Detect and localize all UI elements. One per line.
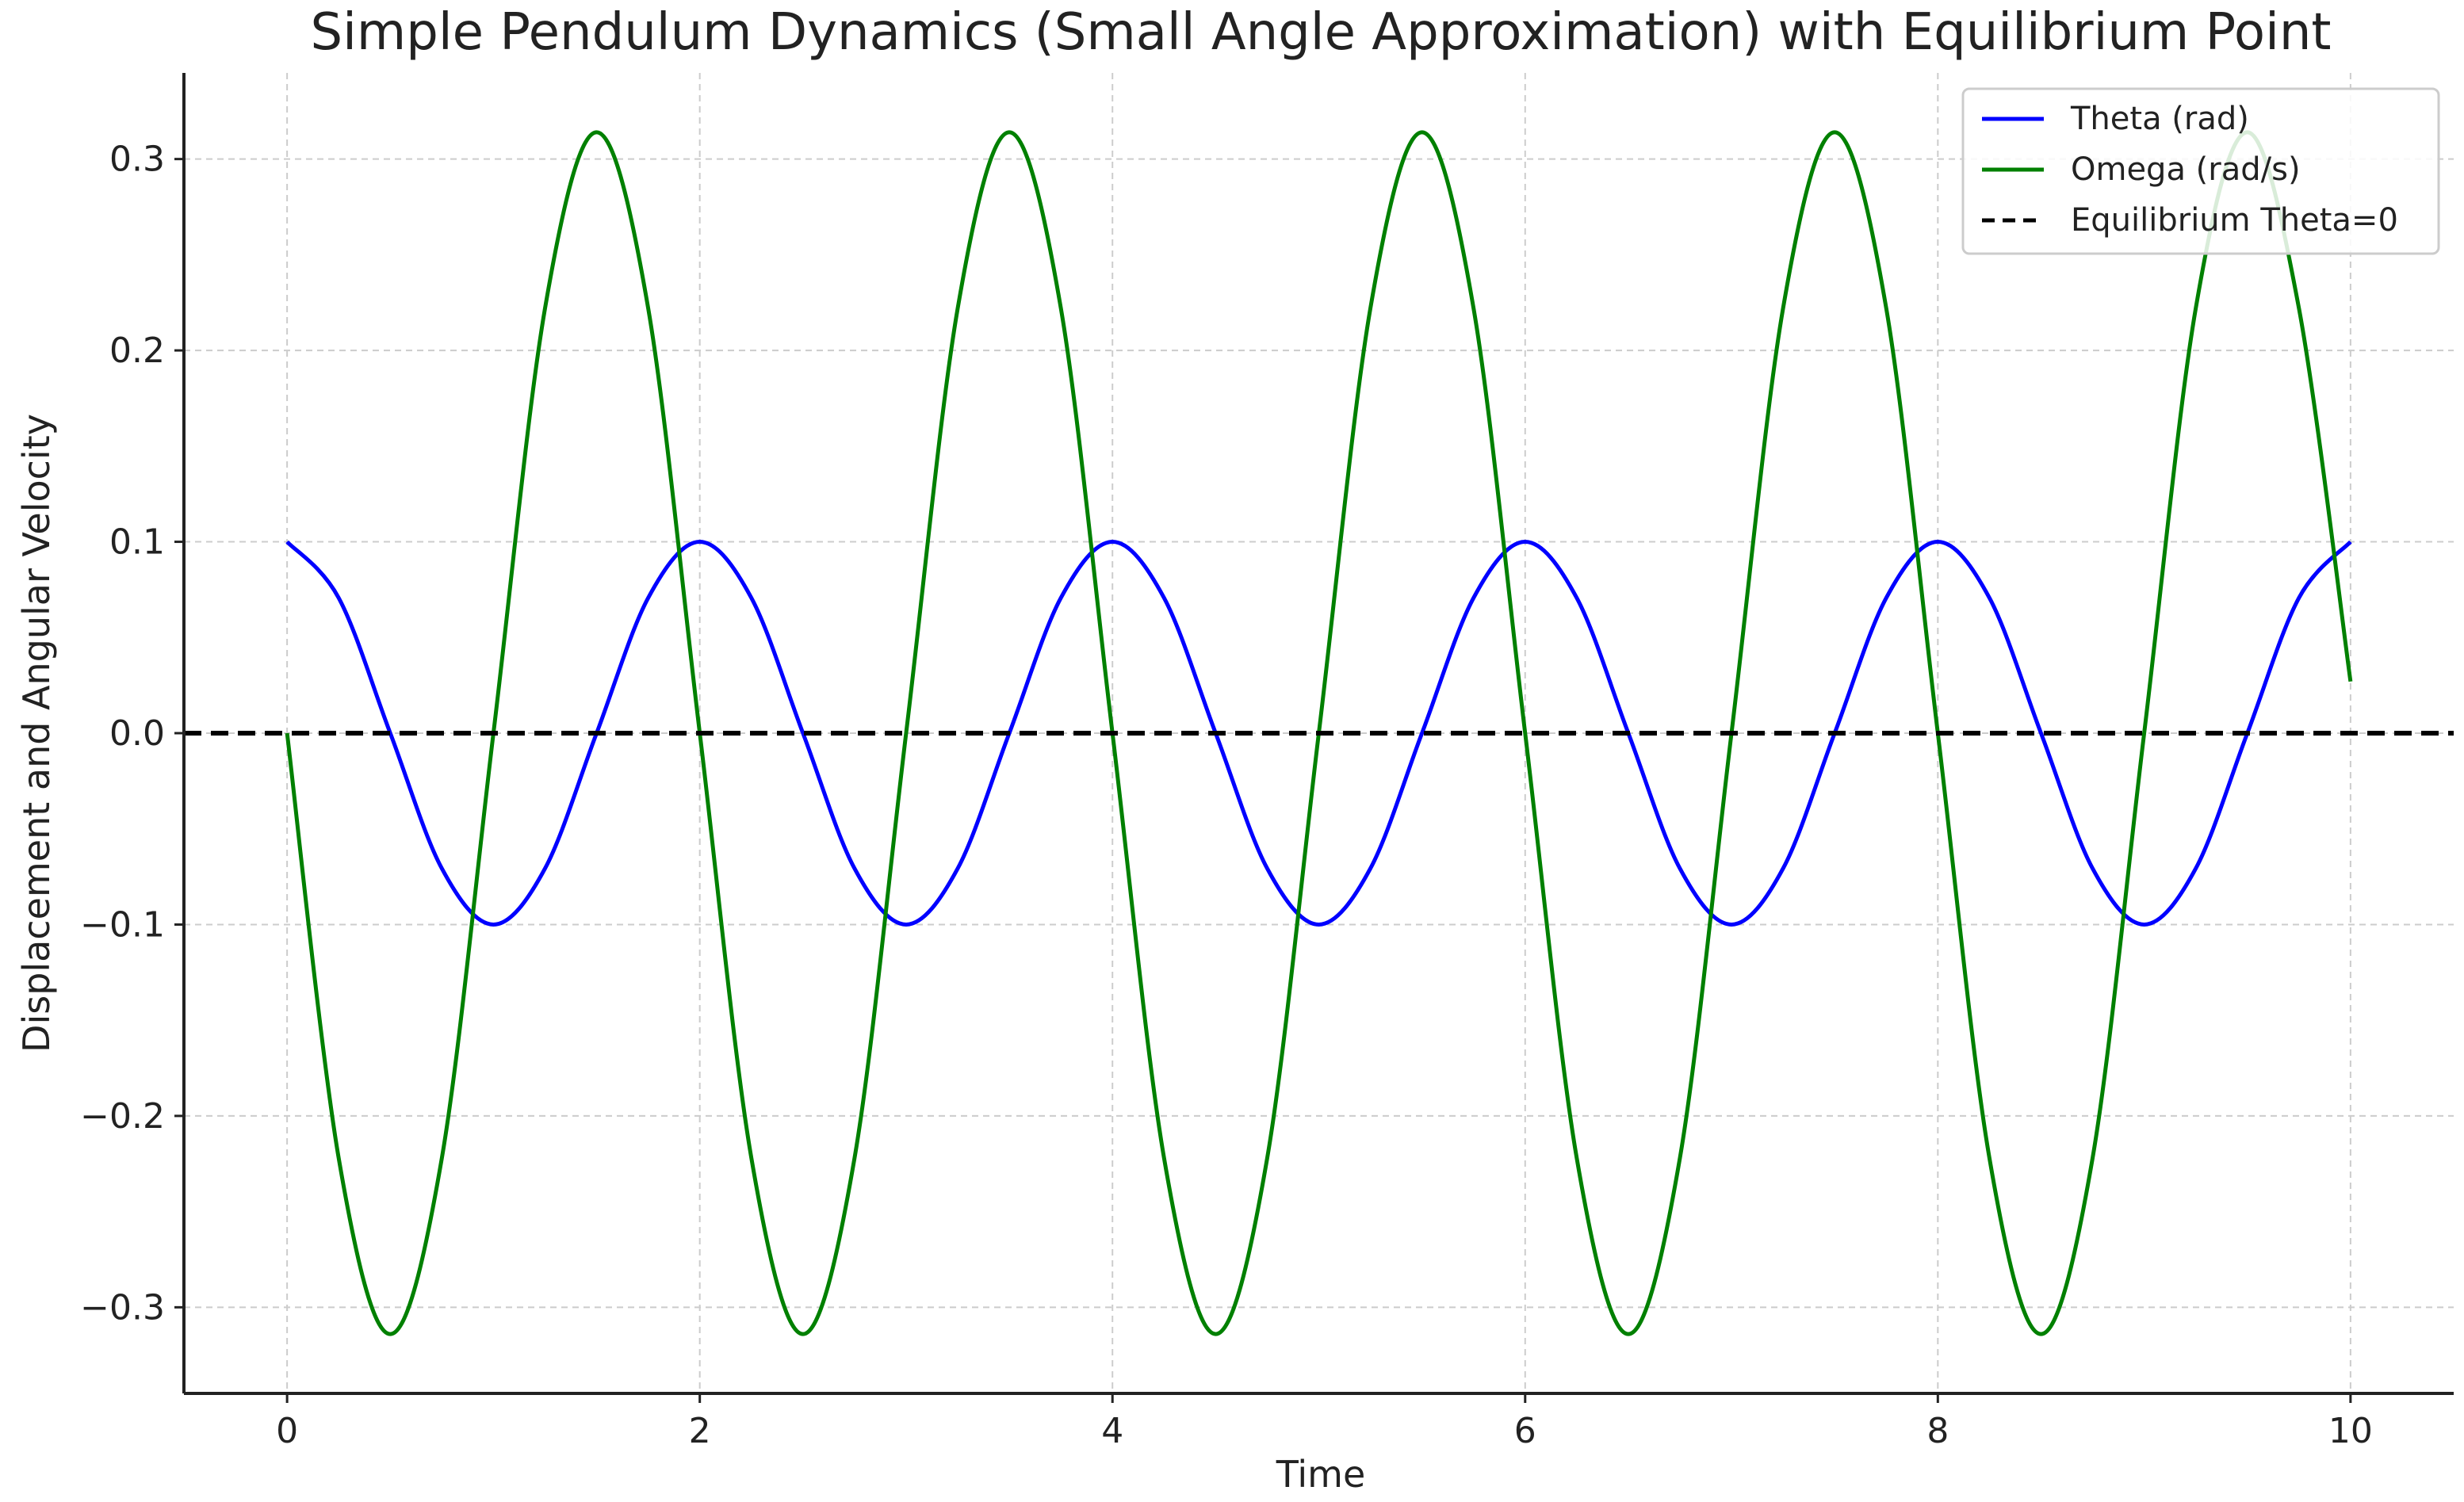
x-tick-label: 4 xyxy=(1101,1411,1123,1451)
y-tick-label: 0.2 xyxy=(109,331,165,371)
x-tick-label: 8 xyxy=(1926,1411,1949,1451)
legend-box xyxy=(1961,87,2440,255)
y-tick-label: 0.1 xyxy=(109,522,165,563)
legend-label-omega: Omega (rad/s) xyxy=(2071,151,2301,188)
y-tick-label: 0.3 xyxy=(109,139,165,180)
ticks: 0 2 4 6 8 10 −0.3 −0.2 −0.1 0.0 0.1 0.2 0.3 xyxy=(80,139,2373,1451)
x-tick-label: 0 xyxy=(276,1411,298,1451)
y-tick-label: 0.0 xyxy=(109,713,165,754)
series-line-theta xyxy=(285,540,2352,927)
chart-title: Simple Pendulum Dynamics (Small Angle Ap… xyxy=(310,3,2331,62)
y-tick-label: −0.2 xyxy=(80,1096,165,1137)
x-axis-label: Time xyxy=(1276,1453,1366,1496)
plot-area xyxy=(184,130,2454,1336)
x-tick-label: 6 xyxy=(1514,1411,1536,1451)
x-tick-label: 10 xyxy=(2328,1411,2373,1451)
y-tick-label: −0.1 xyxy=(80,904,165,945)
legend-label-theta: Theta (rad) xyxy=(2070,101,2249,137)
y-tick-label: −0.3 xyxy=(80,1287,165,1328)
legend: Theta (rad) Omega (rad/s) Equilibrium Th… xyxy=(1961,87,2440,255)
x-tick-label: 2 xyxy=(689,1411,711,1451)
legend-label-equilibrium: Equilibrium Theta=0 xyxy=(2071,202,2398,239)
y-axis-label: Displacement and Angular Velocity xyxy=(15,414,58,1053)
